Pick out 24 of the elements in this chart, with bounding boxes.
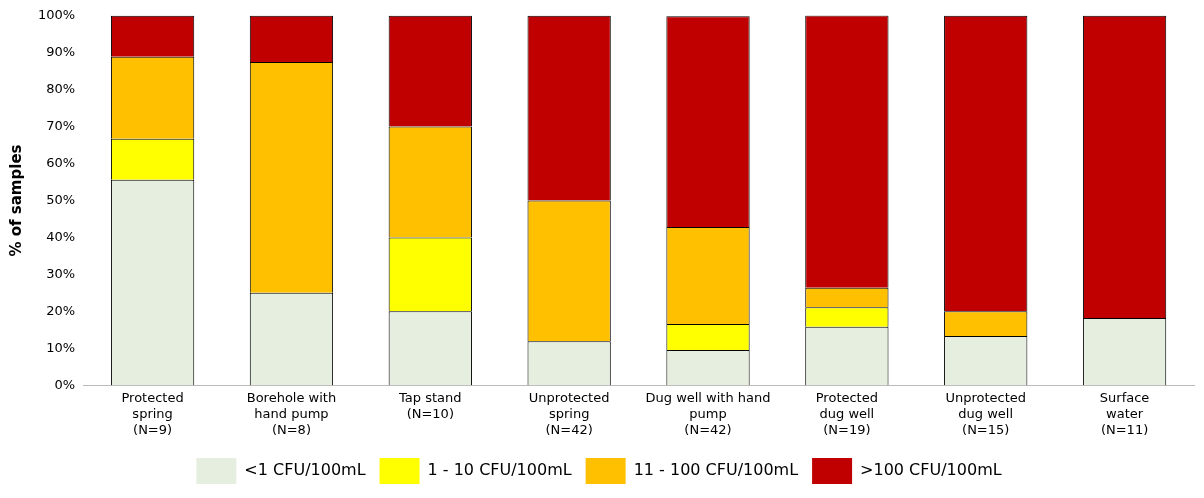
x-tick-label: Surface water (N=11) [1099,390,1150,437]
y-tick-label: 90% [46,44,76,60]
x-tick-label: Unprotected spring (N=42) [528,390,610,437]
x-tick-label: Unprotected dug well (N=15) [945,390,1027,437]
x-tick-label: Tap stand (N=10) [398,390,462,421]
y-tick-label: 100% [37,7,76,23]
legend-label: >100 CFU/100mL [860,460,1002,480]
y-tick-label: 10% [46,339,76,355]
x-tick-label: Protected dug well (N=19) [815,390,878,437]
legend-label: <1 CFU/100mL [244,460,366,480]
legend-label: 11 - 100 CFU/100mL [633,460,799,480]
x-tick-label: Protected spring (N=9) [121,390,184,437]
y-tick-label: 20% [46,302,76,318]
y-tick-label: 80% [46,81,76,97]
legend-label: 1 - 10 CFU/100mL [427,460,572,480]
y-tick-label: 40% [46,228,76,244]
y-tick-label: 70% [46,118,76,133]
y-tick-label: 0% [54,376,76,392]
y-tick-label: 30% [46,265,76,281]
y-axis-title: % of samples [6,144,25,257]
y-tick-label: 60% [46,154,76,170]
x-tick-label: Borehole with hand pump (N=8) [246,390,337,437]
y-tick-label: 50% [46,191,76,207]
x-tick-label: Dug well with hand pump (N=42) [645,390,771,437]
